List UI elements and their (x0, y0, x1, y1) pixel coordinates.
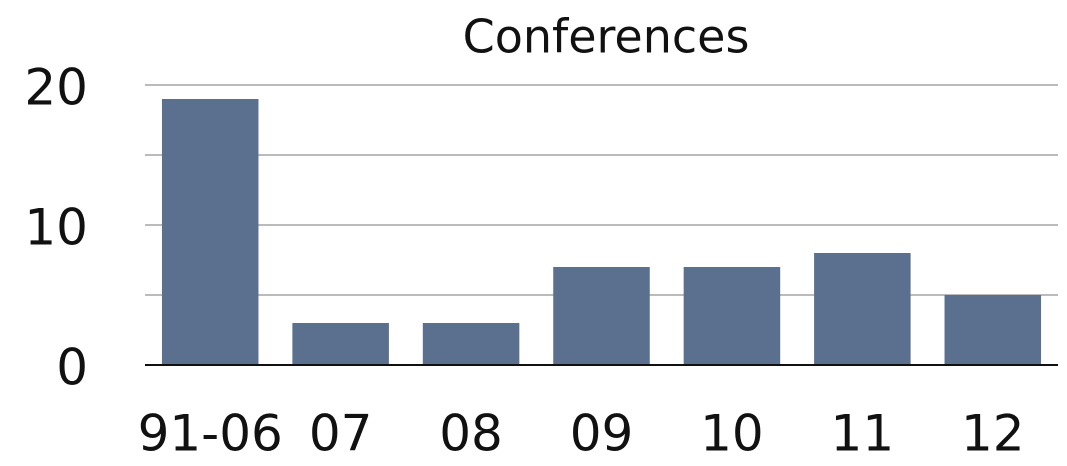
y-tick-label: 20 (24, 59, 88, 117)
chart-title: Conferences (463, 10, 750, 64)
x-tick-label: 12 (961, 405, 1025, 463)
x-tick-label: 07 (309, 405, 373, 463)
y-tick-label: 0 (56, 339, 88, 397)
bar (814, 253, 911, 365)
bar (683, 267, 781, 365)
x-tick-label: 09 (570, 405, 634, 463)
y-tick-label: 10 (24, 199, 88, 257)
bar (422, 323, 520, 365)
bar (553, 267, 650, 365)
bar (161, 99, 259, 365)
x-tick-label: 91-06 (138, 405, 283, 463)
bar (292, 323, 389, 365)
x-tick-label: 10 (700, 405, 764, 463)
x-tick-label: 11 (831, 405, 895, 463)
bar (944, 295, 1042, 365)
x-tick-label: 08 (439, 405, 503, 463)
